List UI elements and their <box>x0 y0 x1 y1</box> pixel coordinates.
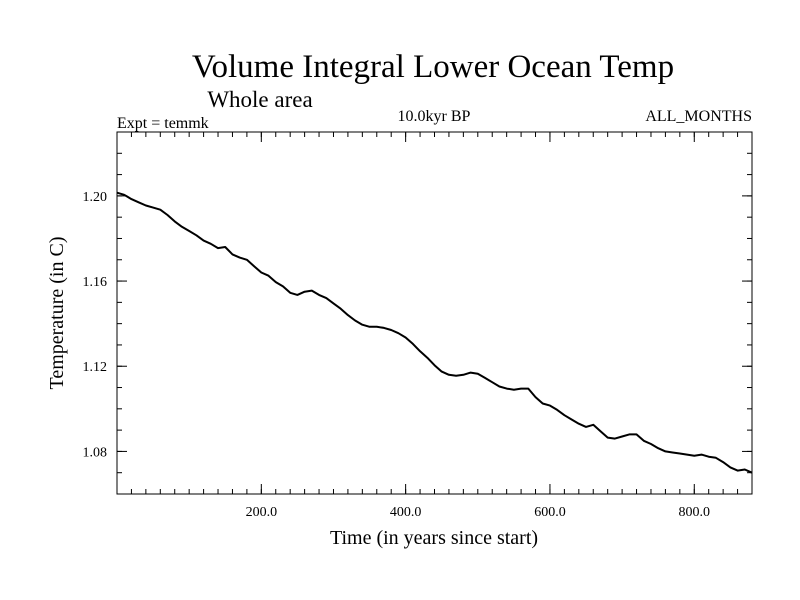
chart-title: Volume Integral Lower Ocean Temp <box>192 49 674 85</box>
axes: 200.0 400.0 600.0 800.0 1.08 1.12 1.16 1.20 <box>83 131 752 520</box>
plot-area <box>116 191 753 474</box>
y-axis-label: Temperature (in C) <box>46 237 68 390</box>
plot-frame <box>116 131 753 495</box>
experiment-label: Expt = temmk <box>117 115 209 132</box>
series-line-temperature <box>116 191 753 474</box>
period-label: 10.0kyr BP <box>398 108 471 125</box>
y-tick-label: 1.12 <box>83 360 108 375</box>
x-tick-label: 400.0 <box>390 505 422 520</box>
y-tick-label: 1.20 <box>83 190 108 205</box>
x-tick-label: 600.0 <box>534 505 566 520</box>
x-axis-label: Time (in years since start) <box>330 527 538 549</box>
chart-subtitle: Whole area <box>207 87 312 112</box>
y-tick-label: 1.08 <box>83 445 108 460</box>
y-tick-label: 1.16 <box>83 275 108 290</box>
x-tick-label: 200.0 <box>246 505 278 520</box>
x-tick-label: 800.0 <box>679 505 711 520</box>
months-label: ALL_MONTHS <box>645 108 752 125</box>
